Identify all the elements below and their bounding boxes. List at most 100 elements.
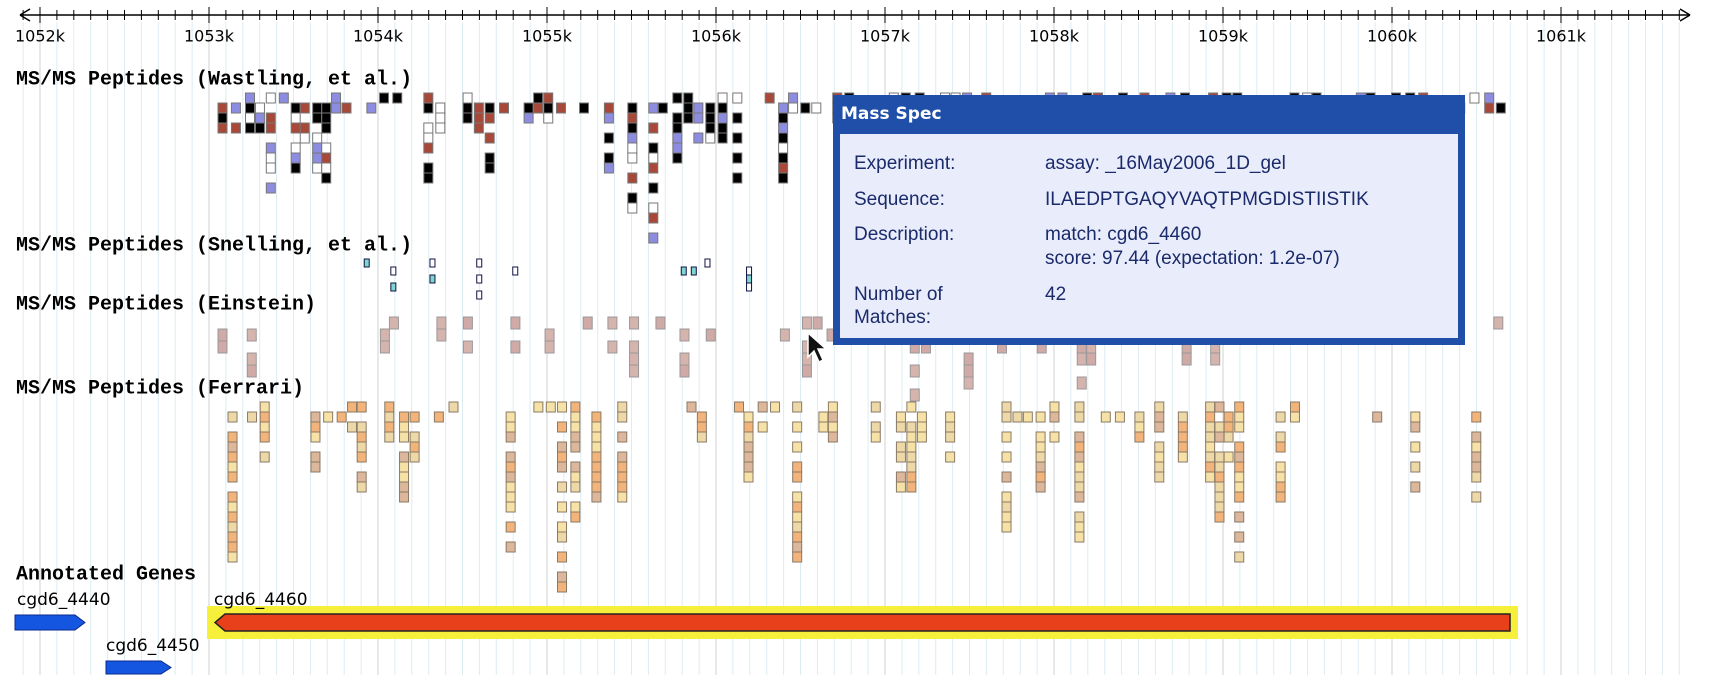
peptide xyxy=(1234,491,1245,503)
peptide xyxy=(1471,441,1482,453)
ruler-label: 1059k xyxy=(1198,27,1249,46)
peptide xyxy=(379,92,390,104)
peptide xyxy=(570,481,581,493)
peptide xyxy=(259,451,270,463)
peptide xyxy=(356,401,367,413)
peptide xyxy=(906,441,917,453)
peptide xyxy=(627,152,638,164)
peptide xyxy=(607,316,618,330)
peptide xyxy=(1154,401,1165,413)
peptide xyxy=(230,102,241,114)
peptide xyxy=(1223,431,1234,443)
peptide xyxy=(409,451,420,463)
peptide xyxy=(1205,471,1216,483)
peptide xyxy=(476,258,483,268)
peptide xyxy=(1205,461,1216,473)
peptide xyxy=(290,122,301,134)
peptide xyxy=(433,411,444,423)
peptide xyxy=(570,421,581,433)
peptide xyxy=(312,132,323,144)
peptide xyxy=(788,92,799,104)
peptide xyxy=(672,132,683,144)
peptide xyxy=(423,172,434,184)
peptide xyxy=(227,531,238,543)
peptide xyxy=(555,102,566,114)
peptide xyxy=(693,132,704,144)
peptide xyxy=(696,421,707,433)
peptide xyxy=(827,401,838,413)
gene[interactable] xyxy=(105,660,172,675)
peptide xyxy=(217,102,228,114)
peptide xyxy=(379,340,390,354)
peptide xyxy=(788,102,799,114)
peptide xyxy=(627,142,638,154)
peptide xyxy=(1177,431,1188,443)
peptide xyxy=(818,411,829,423)
peptide xyxy=(473,112,484,124)
peptide xyxy=(462,316,473,330)
peptide xyxy=(1410,461,1421,473)
peptide xyxy=(310,451,321,463)
peptide xyxy=(1289,401,1300,413)
peptide xyxy=(1223,451,1234,463)
peptide xyxy=(1214,431,1225,443)
gene[interactable] xyxy=(213,613,1511,632)
peptide xyxy=(1234,451,1245,463)
peptide xyxy=(321,102,332,114)
peptide xyxy=(743,421,754,433)
peptide xyxy=(505,501,516,513)
peptide xyxy=(582,316,593,330)
peptide xyxy=(484,102,495,114)
peptide xyxy=(1234,441,1245,453)
peptide xyxy=(557,581,568,593)
peptide xyxy=(757,401,768,413)
peptide xyxy=(778,132,789,144)
peptide xyxy=(603,102,614,114)
peptide xyxy=(505,461,516,473)
peptide xyxy=(1275,411,1286,423)
peptide xyxy=(409,431,420,443)
peptide xyxy=(245,112,256,124)
peptide xyxy=(557,401,568,413)
peptide xyxy=(384,431,395,443)
peptide xyxy=(963,364,974,378)
tooltip-value: match: cgd6_4460 xyxy=(1045,224,1201,245)
peptide xyxy=(629,352,640,366)
peptide xyxy=(591,441,602,453)
peptide xyxy=(1035,481,1046,493)
peptide xyxy=(505,491,516,503)
peptide xyxy=(629,316,640,330)
peptide xyxy=(409,411,420,423)
peptide xyxy=(679,364,690,378)
peptide xyxy=(617,451,628,463)
peptide xyxy=(336,411,347,423)
ruler: 1052k 1053k 1054k 1055k 1056k 1057k 1058k 1059k… xyxy=(15,7,1691,46)
peptide xyxy=(399,451,410,463)
peptide xyxy=(1484,92,1495,104)
peptide xyxy=(743,471,754,483)
peptide xyxy=(693,102,704,114)
peptide xyxy=(390,282,397,292)
tooltip-body xyxy=(840,134,1458,338)
peptide xyxy=(603,132,614,144)
peptide xyxy=(246,328,257,342)
peptide xyxy=(792,491,803,503)
peptide xyxy=(792,501,803,513)
peptide xyxy=(746,282,753,292)
peptide xyxy=(476,274,483,284)
peptide xyxy=(321,112,332,124)
peptide xyxy=(705,112,716,124)
peptide xyxy=(1074,491,1085,503)
peptide xyxy=(963,352,974,366)
peptide xyxy=(384,401,395,413)
peptide xyxy=(1495,102,1506,114)
peptide xyxy=(246,364,257,378)
gene[interactable] xyxy=(14,614,86,631)
peptide xyxy=(290,162,301,174)
peptide xyxy=(533,401,544,413)
peptide xyxy=(484,152,495,164)
peptide xyxy=(1154,451,1165,463)
peptide xyxy=(792,421,803,433)
peptide xyxy=(617,411,628,423)
peptide xyxy=(779,328,790,342)
